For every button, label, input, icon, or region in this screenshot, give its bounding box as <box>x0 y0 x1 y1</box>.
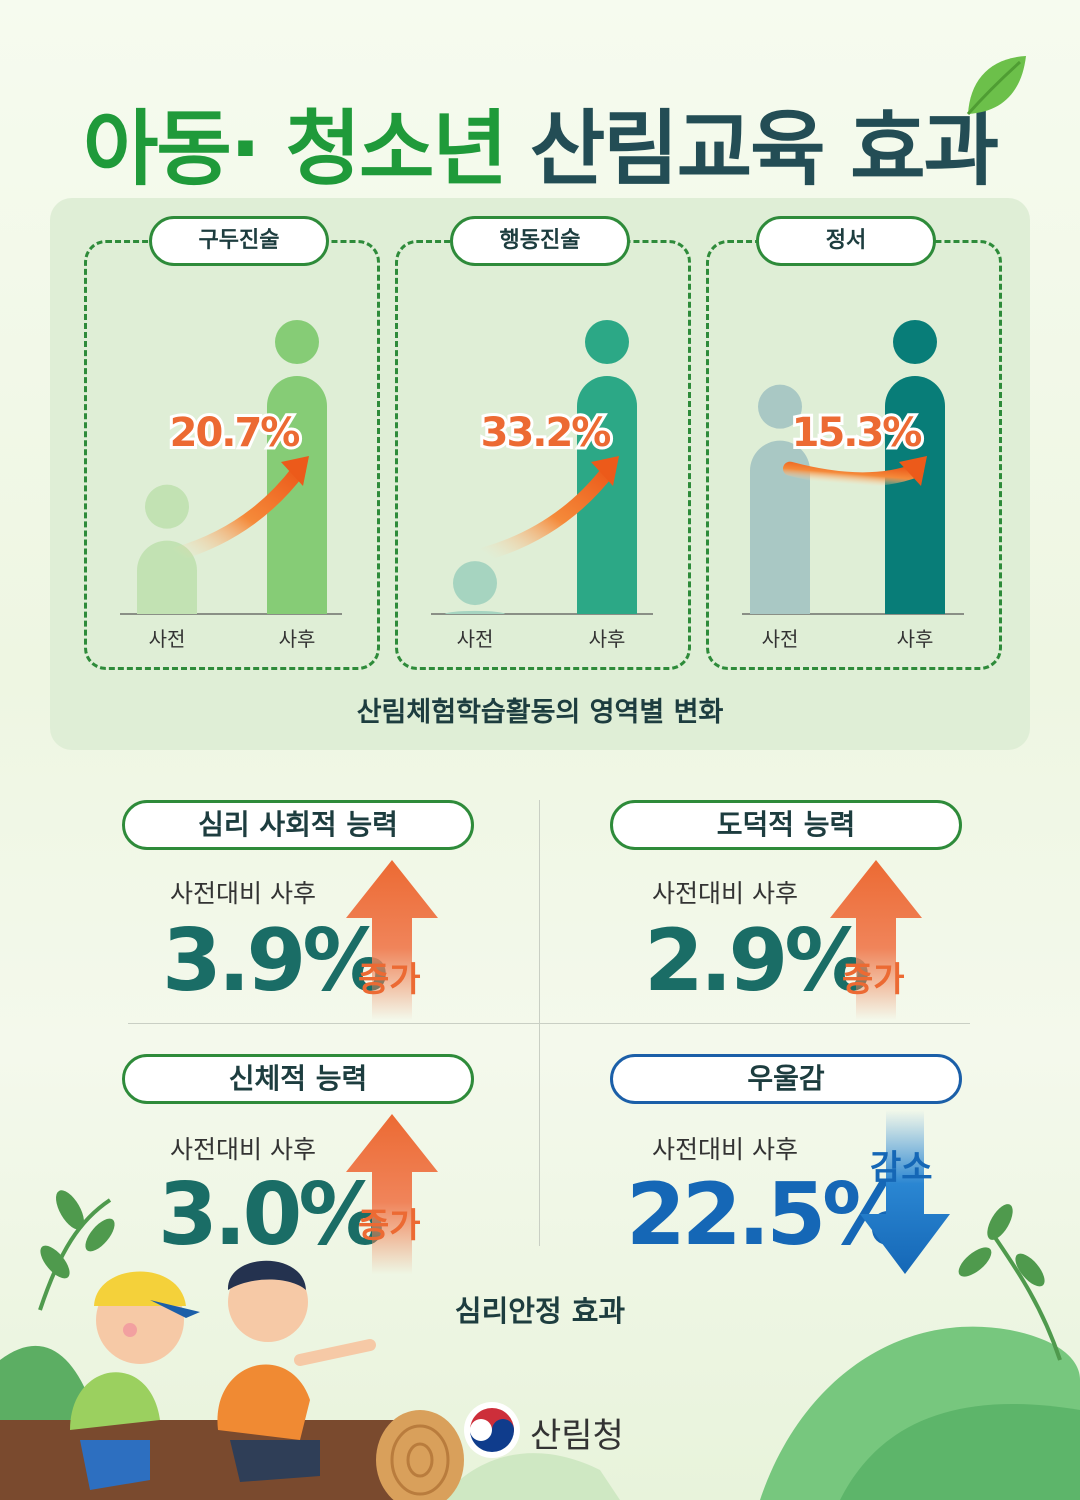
bar-body-사후 <box>577 376 637 614</box>
increase-arrow-head <box>281 456 309 486</box>
increase-arrow-head <box>591 456 619 486</box>
bar-head-사후 <box>893 320 937 364</box>
data-label: 15.3% <box>792 410 922 456</box>
stat-value-moral: 2.9% <box>644 911 871 1011</box>
stat-change-depression: 감소 <box>870 1148 933 1188</box>
increase-arrow <box>783 461 924 487</box>
stat-change-moral: 증가 <box>842 960 905 1000</box>
bar-charts: 사전 사후 20.7% 사전 사후 33.2% 사전 사후 15.3% <box>120 320 964 651</box>
data-label: 20.7% <box>170 410 300 456</box>
title-part2: 산림교육 효과 <box>529 102 999 197</box>
stat-value-psychosocial: 3.9% <box>162 911 389 1011</box>
increase-arrow-head <box>899 456 927 486</box>
card-title-behavior: 행동진술 <box>450 216 630 266</box>
bar-head-사전 <box>453 561 497 606</box>
increase-arrow-icon <box>830 860 922 1020</box>
stat-sub-moral: 사전대비 사후 <box>652 879 798 908</box>
tick-label: 사전 <box>762 627 799 651</box>
bar-body-사전 <box>445 610 505 614</box>
bar-head-사전 <box>145 484 189 529</box>
panel-caption: 산림체험학습활동의 영역별 변화 <box>356 697 724 728</box>
increase-arrow <box>478 463 616 561</box>
tick-label: 사전 <box>457 627 494 651</box>
grid-divider-horizontal <box>128 1023 970 1024</box>
stat-change-psychosocial: 증가 <box>358 960 421 1000</box>
bar-body-사전 <box>750 440 810 614</box>
bar-head-사전 <box>758 384 802 429</box>
card-title-verbal: 구두진술 <box>149 216 329 266</box>
increase-arrow <box>170 463 306 561</box>
government-emblem-icon <box>464 1402 520 1458</box>
stat-label-depression: 우울감 <box>610 1054 962 1104</box>
page-title: 아동· 청소년 산림교육 효과 <box>0 82 1080 201</box>
data-label: 33.2% <box>481 410 611 456</box>
title-part1: 아동· 청소년 <box>82 102 508 197</box>
bar-head-사후 <box>275 320 319 364</box>
footer-caption: 심리안정 효과 <box>454 1294 626 1328</box>
card-title-emotion: 정서 <box>756 216 936 266</box>
stat-sub-psychosocial: 사전대비 사후 <box>170 879 316 908</box>
tick-label: 사전 <box>149 627 186 651</box>
bar-body-사후 <box>885 376 945 614</box>
increase-arrow-icon <box>346 860 438 1020</box>
tick-label: 사후 <box>279 627 316 651</box>
stat-label-moral: 도덕적 능력 <box>610 800 962 850</box>
stat-label-physical: 신체적 능력 <box>122 1054 474 1104</box>
bar-head-사후 <box>585 320 629 364</box>
stat-sub-depression: 사전대비 사후 <box>652 1135 798 1164</box>
tick-label: 사후 <box>589 627 626 651</box>
stat-value-physical: 3.0% <box>158 1165 385 1265</box>
stat-change-physical: 증가 <box>358 1206 421 1246</box>
leaf-icon <box>966 56 1026 115</box>
increase-arrow-icon <box>346 1114 438 1274</box>
stat-label-psychosocial: 심리 사회적 능력 <box>122 800 474 850</box>
org-name: 산림청 <box>530 1416 624 1456</box>
tick-label: 사후 <box>897 627 934 651</box>
stat-sub-physical: 사전대비 사후 <box>170 1135 316 1164</box>
decrease-arrow-icon <box>860 1110 950 1274</box>
bar-body-사후 <box>267 376 327 614</box>
